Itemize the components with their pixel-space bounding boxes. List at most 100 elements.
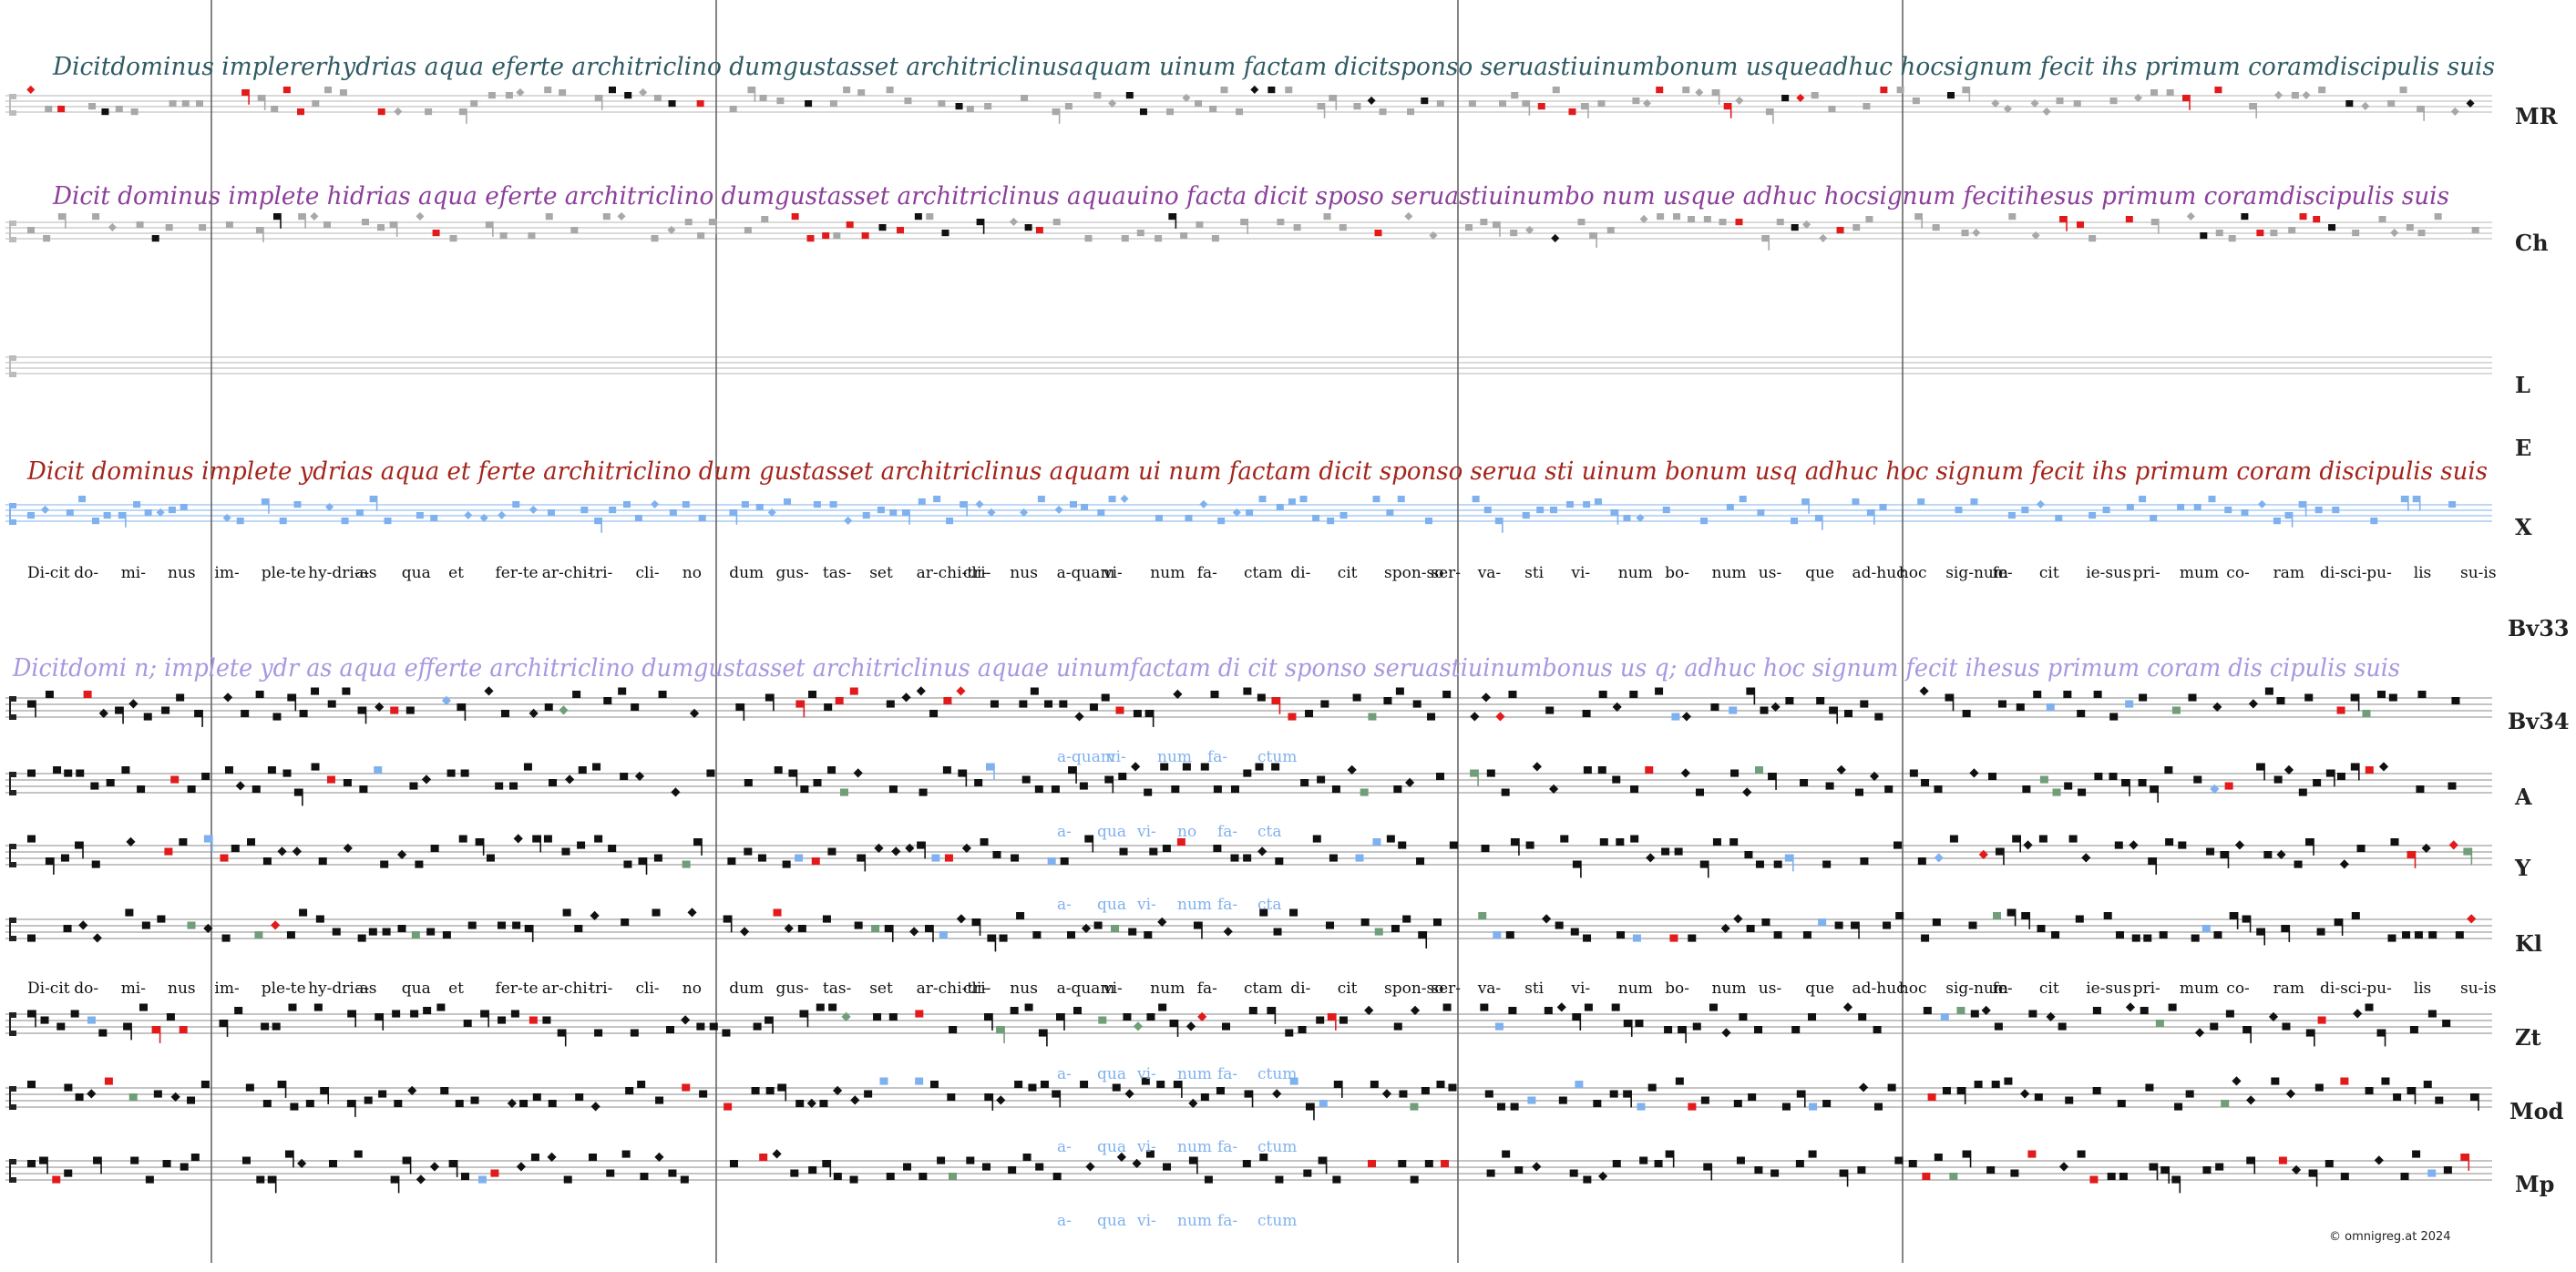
lyric-syllable-upper: mum: [2180, 564, 2219, 582]
note: [1552, 87, 1560, 94]
note: [2242, 1026, 2252, 1034]
note: [634, 771, 645, 781]
lyric-syllable-lower: hy-dri-as: [308, 980, 376, 998]
note: [130, 1156, 139, 1164]
lyric-syllable-upper: num: [1150, 564, 1185, 582]
note: [1204, 1175, 1213, 1184]
note: [1754, 1166, 1763, 1175]
lyric-syllable-lower: no: [682, 980, 702, 998]
note: [862, 512, 870, 519]
note: [1843, 710, 1852, 718]
note: [346, 1100, 355, 1108]
note: [929, 710, 939, 718]
note: [1801, 498, 1810, 506]
note: [1200, 1093, 1209, 1102]
note: [1364, 1005, 1374, 1015]
note: [1230, 785, 1239, 794]
note: [1068, 766, 1077, 774]
siglum-zt: Zt: [2515, 1024, 2541, 1051]
note: [761, 216, 769, 223]
note: [1185, 515, 1193, 522]
variant-lyric-bv34: ctum: [1257, 748, 1297, 766]
note: [1551, 233, 1560, 242]
note: [722, 1029, 731, 1037]
note: [1035, 1163, 1044, 1171]
note: [2271, 1077, 2280, 1085]
note: [924, 925, 933, 933]
note: [2129, 840, 2139, 850]
note: [1481, 845, 1490, 853]
note: [293, 788, 303, 796]
note: [2094, 773, 2103, 781]
lyric-syllable-lower: nus: [168, 980, 196, 998]
note: [1216, 1087, 1225, 1095]
note: [2159, 931, 2168, 939]
note: [2200, 232, 2208, 240]
note: [2393, 1093, 2402, 1102]
lyric-syllable-lower: fe-: [1993, 980, 2013, 998]
note: [1478, 912, 1487, 920]
note: [66, 509, 74, 517]
note: [2400, 1173, 2409, 1181]
note: [2150, 515, 2158, 522]
note: [1570, 928, 1579, 936]
note: [1922, 1173, 1931, 1181]
note: [118, 512, 126, 519]
note: [1746, 687, 1755, 695]
note: [460, 769, 469, 777]
note: [1761, 235, 1770, 242]
note: [1761, 918, 1770, 927]
note: [915, 1010, 924, 1018]
note: [1326, 921, 1335, 929]
note: [1755, 860, 1764, 868]
note: [423, 1007, 432, 1015]
variant-lyric-a: cta: [1257, 823, 1282, 841]
note: [1155, 235, 1163, 242]
note: [990, 700, 999, 708]
note: [1662, 507, 1670, 514]
lyric-syllable-upper: co-: [2226, 564, 2250, 582]
note: [2185, 1090, 2194, 1098]
note: [759, 95, 767, 102]
note: [1493, 931, 1502, 939]
note: [194, 710, 203, 718]
note: [87, 1089, 97, 1099]
note: [490, 1169, 499, 1177]
note: [2340, 1173, 2349, 1181]
lyric-syllable-upper: hoc: [1899, 564, 1927, 582]
note: [891, 846, 901, 857]
note: [918, 498, 926, 506]
note: [98, 1029, 108, 1037]
lyric-syllable-lower: hoc: [1899, 980, 1927, 998]
note: [1196, 221, 1204, 229]
note: [2125, 700, 2134, 708]
note: [320, 1087, 329, 1095]
note: [949, 1026, 958, 1034]
note: [543, 835, 552, 843]
note: [1934, 853, 1944, 863]
note: [271, 920, 281, 930]
note: [284, 1150, 293, 1158]
note: [1019, 700, 1028, 708]
note: [698, 515, 706, 522]
note: [1386, 509, 1394, 517]
note: [2353, 1009, 2363, 1019]
note: [180, 1163, 189, 1171]
note: [1593, 1100, 1602, 1108]
note: [1569, 1169, 1578, 1177]
lyric-syllable-lower: pri-: [2133, 980, 2160, 998]
note: [1158, 1003, 1167, 1011]
note: [45, 857, 54, 866]
note: [1144, 710, 1154, 718]
note: [2365, 1087, 2374, 1095]
manuscript-text-mr: Dicitdominus implererhydrias aqua eferte…: [52, 53, 2495, 81]
note: [608, 87, 616, 94]
note: [332, 928, 341, 936]
note: [1765, 108, 1773, 116]
note: [1030, 687, 1039, 695]
note: [602, 213, 611, 221]
note: [2213, 931, 2222, 939]
note: [819, 1100, 828, 1108]
note: [1259, 1154, 1268, 1162]
note: [1800, 779, 1809, 787]
